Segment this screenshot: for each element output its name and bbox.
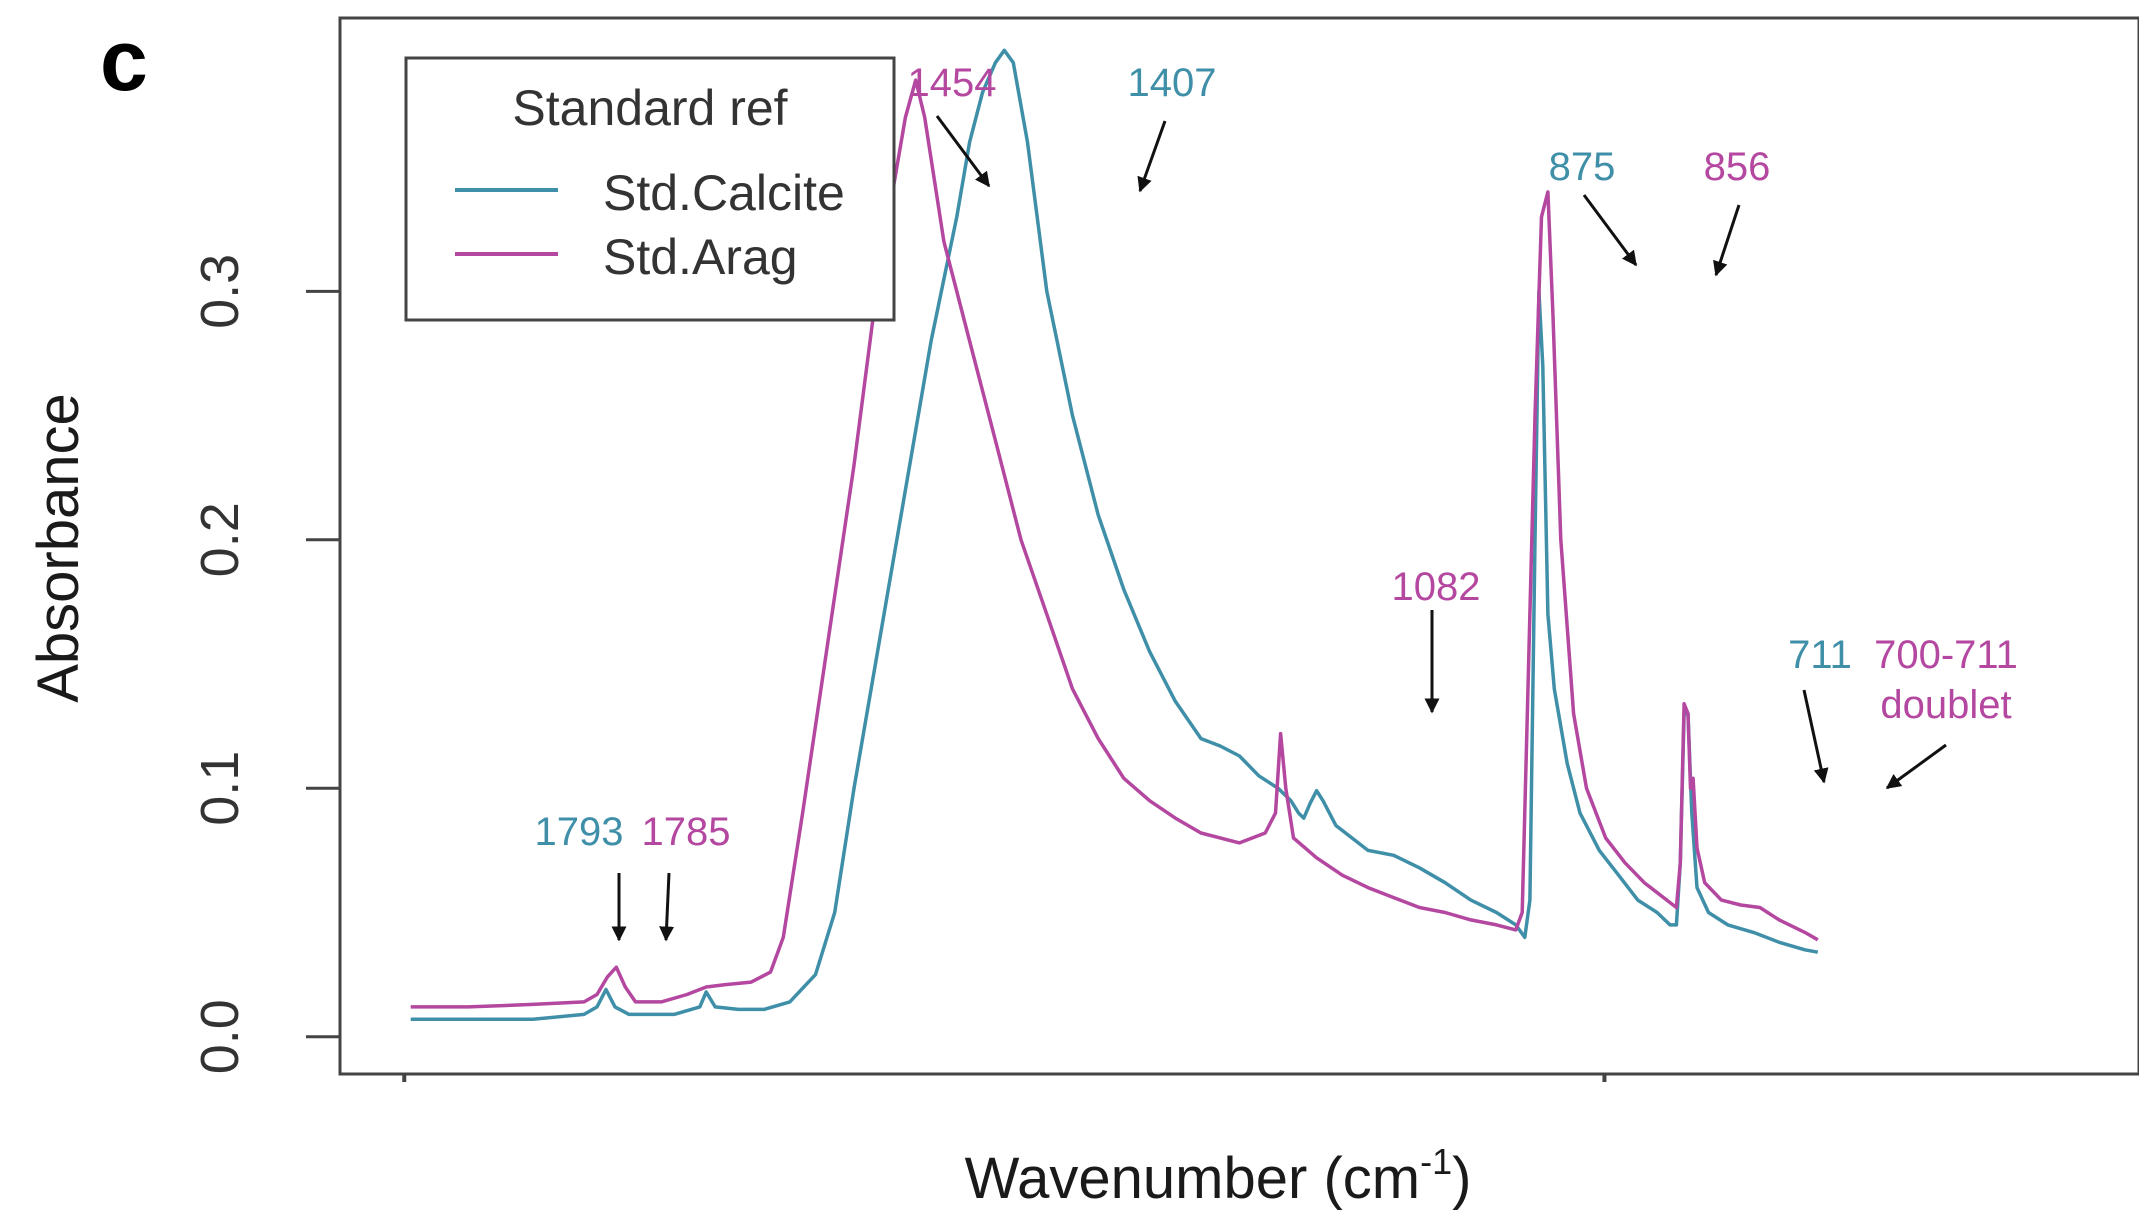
peak-arrow (1802, 689, 1829, 784)
legend-label-calcite: Std.Calcite (603, 165, 845, 221)
peak-label: 1407 (1128, 61, 1217, 105)
peak-label: 1793 (535, 810, 624, 854)
peak-arrow (1582, 194, 1638, 267)
series-line-std-calcite (410, 48, 1819, 1022)
peak-label: 700-711 (1874, 633, 2018, 677)
series-line-std-arag (410, 78, 1819, 1009)
peak-label: 856 (1704, 145, 1771, 189)
panel-label: c (100, 13, 148, 109)
series-layer (410, 48, 1819, 1022)
peak-arrow (1137, 120, 1167, 193)
peak-label: 1082 (1392, 565, 1481, 609)
annotation-layer: 1793 1785 1454 1407 1082 875 856 711 700-711 doub… (535, 61, 2018, 942)
peak-label: 1454 (908, 61, 997, 105)
peak-label: 875 (1549, 145, 1616, 189)
x-axis-title-main: Wavenumber (cm (965, 1146, 1421, 1211)
peak-arrow (1885, 743, 1947, 790)
y-tick-label: 0.3 (190, 254, 250, 329)
peak-arrow (935, 115, 991, 188)
y-tick-label: 0.2 (190, 502, 250, 577)
peak-arrow (659, 872, 675, 942)
peak-label: 1785 (642, 810, 731, 854)
x-axis (402, 1074, 1607, 1082)
y-tick-label: 0.0 (190, 999, 250, 1074)
x-axis-title: Wavenumber (cm-1) (965, 1141, 1472, 1211)
peak-arrow (1713, 204, 1741, 277)
y-axis-title: Absorbance (26, 393, 91, 703)
y-tick-label: 0.1 (190, 751, 250, 826)
peak-label: doublet (1880, 683, 2011, 727)
y-axis: 0.0 0.1 0.2 0.3 (190, 254, 342, 1074)
x-axis-title-superscript: -1 (1420, 1141, 1452, 1182)
legend: Standard ref Std.Calcite Std.Arag (404, 56, 896, 322)
x-axis-title-close: ) (1452, 1146, 1471, 1211)
peak-label: 711 (1788, 633, 1852, 677)
legend-title: Standard ref (512, 80, 787, 136)
legend-label-arag: Std.Arag (603, 229, 798, 285)
